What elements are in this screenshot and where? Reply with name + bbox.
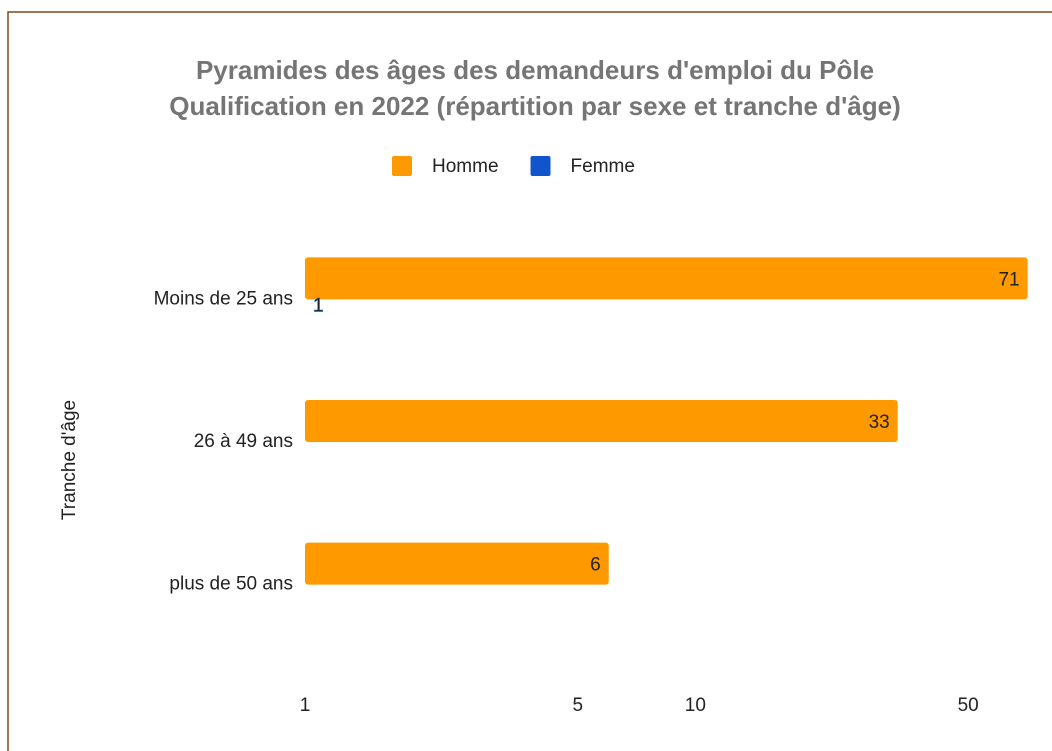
chart-title: Pyramides des âges des demandeurs d'empl… [196,55,874,85]
legend-label: Femme [571,156,635,177]
chart-title: Qualification en 2022 (répartition par s… [169,91,901,121]
legend-swatch [392,156,412,176]
x-tick-label: 10 [685,695,706,716]
x-tick-label: 50 [958,695,979,716]
data-label: 71 [998,269,1019,290]
y-tick-label: Moins de 25 ans [154,288,293,309]
legend-label: Homme [432,156,499,177]
y-tick-label: 26 à 49 ans [194,431,293,452]
bar [305,257,1028,300]
bar [305,542,609,585]
x-tick-label: 1 [300,695,311,716]
data-label: 6 [590,555,601,576]
y-axis-label: Tranche d'âge [59,400,80,520]
data-label: 33 [869,412,890,433]
legend-swatch [530,156,551,176]
y-tick-label: plus de 50 ans [169,574,293,595]
data-label: 1 [313,295,324,316]
frame [7,11,1052,751]
bar [305,400,898,442]
x-tick-label: 5 [573,695,584,716]
